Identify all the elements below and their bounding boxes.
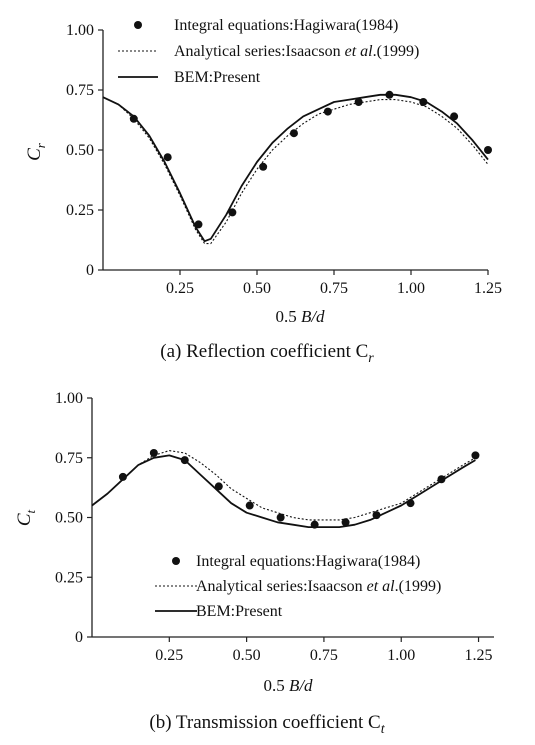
data-point-hagiwara	[194, 220, 203, 229]
legend-entry-label: Integral equations:Hagiwara(1984)	[196, 553, 420, 570]
y-tick-label: 0.75	[55, 450, 83, 467]
x-tick-label: 0.50	[243, 280, 271, 297]
series-line-bem	[91, 454, 476, 528]
panel-transmission: 0 0.25 0.50 0.75 1.00 0.25 0.50 0.75 1.00 1.25 Int…	[14, 390, 494, 737]
data-point-hagiwara	[163, 153, 172, 162]
y-tick-label: 1.00	[66, 22, 94, 39]
x-axis-label: 0.5 B/d	[263, 676, 313, 695]
plot-area: 0 0.25 0.50 0.75 1.00 0.25 0.50 0.75 1.00 1.25 Int…	[66, 17, 502, 297]
y-axis-label: Cr	[24, 142, 48, 161]
y-axis-label: Ct	[14, 509, 38, 526]
data-point-hagiwara	[450, 112, 459, 121]
legend: Integral equations:Hagiwara(1984) Analyti…	[118, 17, 419, 86]
y-tick-label: 0	[75, 629, 83, 646]
data-point-hagiwara	[341, 518, 350, 527]
y-tick-label: 1.00	[55, 390, 83, 407]
x-tick-label: 1.00	[397, 280, 425, 297]
y-tick-label: 0.25	[66, 202, 94, 219]
y-tick-label: 0.75	[66, 82, 94, 99]
y-tick-label: 0	[86, 262, 94, 279]
data-point-hagiwara	[118, 472, 127, 481]
data-point-hagiwara	[228, 208, 237, 217]
legend-marker-dot	[172, 557, 180, 565]
data-point-hagiwara	[214, 482, 223, 491]
x-tick-label: 0.25	[166, 280, 194, 297]
data-point-hagiwara	[259, 162, 268, 171]
legend-entry-label: Integral equations:Hagiwara(1984)	[174, 17, 398, 34]
y-tick-label: 0.50	[66, 142, 94, 159]
legend-entry-label: BEM:Present	[196, 603, 283, 620]
x-tick-label: 0.25	[155, 647, 183, 664]
series-line-bem	[102, 93, 489, 243]
y-tick-label: 0.50	[55, 510, 83, 527]
data-point-hagiwara	[245, 501, 254, 510]
legend-entry-label: Analytical series:Isaacson et al.(1999)	[174, 43, 419, 60]
legend-entry-label: BEM:Present	[174, 69, 261, 86]
data-point-hagiwara	[471, 451, 480, 460]
data-point-hagiwara	[276, 513, 285, 522]
legend-entry-label: Analytical series:Isaacson et al.(1999)	[196, 578, 441, 595]
x-tick-label: 0.75	[310, 647, 338, 664]
data-point-hagiwara	[289, 129, 298, 138]
panel-reflection: 0 0.25 0.50 0.75 1.00 0.25 0.50 0.75 1.00 1.25 Int…	[24, 17, 502, 366]
x-axis-label: 0.5 B/d	[275, 307, 325, 326]
series-line-isaacson	[102, 96, 489, 245]
figure-caption: (b) Transmission coefficient Ct	[149, 712, 385, 737]
data-point-hagiwara	[149, 448, 158, 457]
x-tick-label: 0.75	[320, 280, 348, 297]
x-tick-label: 1.25	[465, 647, 493, 664]
figure-caption: (a) Reflection coefficient Cr	[160, 341, 374, 366]
plot-area: 0 0.25 0.50 0.75 1.00 0.25 0.50 0.75 1.00 1.25 Int…	[55, 390, 494, 664]
x-tick-label: 0.50	[233, 647, 261, 664]
data-point-hagiwara	[354, 98, 363, 106]
data-point-hagiwara	[484, 146, 492, 154]
y-tick-label: 0.25	[55, 569, 83, 586]
legend: Integral equations:Hagiwara(1984) Analyti…	[155, 553, 441, 620]
legend-marker-dot	[134, 21, 142, 29]
x-tick-label: 1.25	[474, 280, 502, 297]
series-line-isaacson	[91, 450, 476, 521]
x-tick-label: 1.00	[387, 647, 415, 664]
